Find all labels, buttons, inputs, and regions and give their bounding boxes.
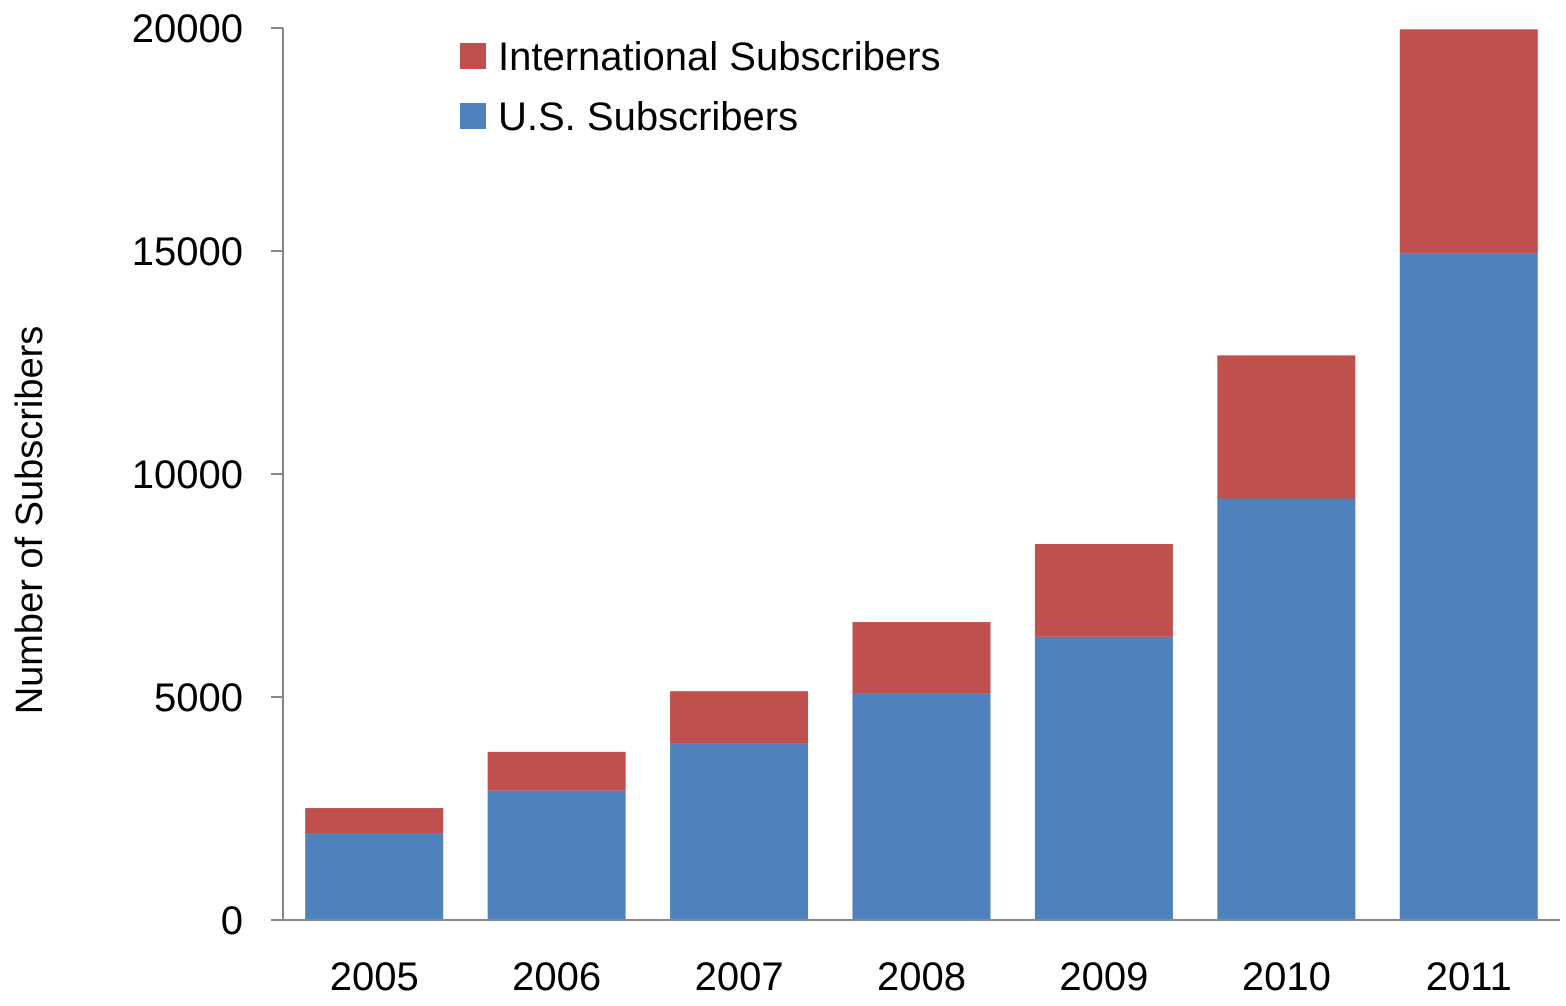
x-tick-label: 2007 xyxy=(695,955,784,999)
y-tick-label: 0 xyxy=(221,899,243,943)
bar-segment-us-2007 xyxy=(670,743,809,920)
bar-segment-international-2010 xyxy=(1217,355,1356,499)
y-tick-label: 20000 xyxy=(132,7,243,51)
y-tick-label: 15000 xyxy=(132,230,243,274)
x-tick-label: 2010 xyxy=(1242,955,1331,999)
bar-segment-us-2005 xyxy=(305,833,444,920)
bar-segment-us-2011 xyxy=(1399,253,1538,921)
x-tick-label: 2008 xyxy=(877,955,966,999)
bar-segment-international-2005 xyxy=(305,808,444,834)
bar-segment-us-2006 xyxy=(487,790,626,920)
legend-label: International Subscribers xyxy=(498,35,940,79)
y-axis-title: Number of Subscribers xyxy=(9,326,51,715)
x-tick-label: 2011 xyxy=(1426,955,1512,999)
y-tick-label: 5000 xyxy=(154,676,243,720)
bar-segment-international-2006 xyxy=(487,751,626,791)
y-tick-label: 10000 xyxy=(132,453,243,497)
legend-swatch xyxy=(460,103,486,129)
x-tick-label: 2005 xyxy=(330,955,419,999)
bar-segment-us-2009 xyxy=(1034,636,1173,920)
x-tick-label: 2009 xyxy=(1059,955,1148,999)
x-tick-label: 2006 xyxy=(512,955,601,999)
bar-segment-international-2009 xyxy=(1034,544,1173,637)
legend-swatch xyxy=(460,43,486,69)
y-ticks: 0 5000 10000 15000 20000 xyxy=(132,7,283,943)
legend-label: U.S. Subscribers xyxy=(498,95,798,139)
x-ticks: 2005 2006 2007 2008 2009 2010 2011 xyxy=(330,955,1512,999)
legend: International Subscribers U.S. Subscriber… xyxy=(460,35,940,139)
bar-segment-international-2011 xyxy=(1399,29,1538,254)
bar-segment-us-2010 xyxy=(1217,498,1356,920)
bars-layer xyxy=(305,29,1538,921)
bar-segment-international-2008 xyxy=(852,622,991,694)
bar-segment-us-2008 xyxy=(852,693,991,920)
bar-segment-international-2007 xyxy=(670,691,809,744)
